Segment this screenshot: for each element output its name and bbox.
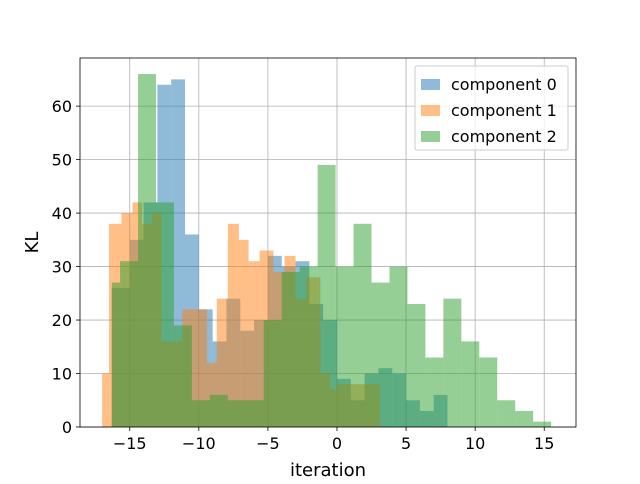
histogram-bar: [479, 357, 498, 427]
histogram-bar: [209, 394, 228, 427]
legend-swatch: [421, 131, 440, 142]
histogram-bar: [371, 282, 390, 427]
legend-swatch: [421, 105, 440, 116]
y-axis-label: KL: [22, 232, 43, 254]
histogram-bar: [111, 282, 121, 427]
histogram-bar: [443, 298, 462, 427]
histogram-bar: [227, 400, 246, 427]
series-2-bars: [111, 74, 552, 427]
histogram-bar: [263, 320, 282, 427]
histogram-bar: [216, 298, 228, 427]
legend-label: component 2: [451, 127, 557, 146]
histogram-bar: [102, 373, 110, 427]
x-tick-label: 0: [332, 434, 342, 453]
histogram-bar: [227, 223, 239, 427]
y-tick-label: 10: [52, 365, 72, 384]
histogram-bar: [138, 74, 156, 427]
histogram-bar: [173, 325, 192, 427]
histogram-bar: [497, 400, 516, 427]
histogram-bar: [238, 239, 249, 427]
histogram-bar: [198, 309, 208, 427]
histogram-bar: [155, 202, 174, 427]
x-tick-label: −10: [182, 434, 216, 453]
histogram-bar: [389, 266, 408, 427]
legend-box: [414, 65, 569, 151]
x-tick-label: 15: [534, 434, 554, 453]
histogram-bar: [245, 400, 264, 427]
y-tick-label: 60: [52, 97, 72, 116]
x-axis-label: iteration: [290, 460, 366, 480]
y-tick-label: 30: [52, 258, 72, 277]
legend: component 0 component 1 component 2: [414, 65, 569, 151]
x-tick-label: −15: [113, 434, 147, 453]
legend-swatch: [421, 79, 440, 90]
histogram-bar: [335, 266, 354, 427]
histogram-bars: [102, 74, 552, 428]
legend-label: component 1: [451, 101, 557, 120]
histogram-bar: [248, 261, 260, 427]
y-tick-label: 40: [52, 204, 72, 223]
histogram-bar: [120, 261, 139, 427]
histogram-bar: [281, 271, 300, 427]
histogram-bar: [207, 362, 217, 427]
histogram-bar: [515, 410, 534, 427]
histogram-bar: [461, 341, 480, 427]
y-tick-label: 0: [62, 418, 72, 437]
histogram-bar: [425, 357, 444, 427]
histogram-bar: [407, 304, 426, 427]
histogram-bar: [533, 421, 552, 427]
histogram-bar: [191, 400, 210, 427]
x-tick-label: 10: [465, 434, 485, 453]
histogram-bar: [353, 223, 372, 427]
legend-label: component 0: [451, 75, 557, 94]
y-tick-label: 20: [52, 311, 72, 330]
histogram-bar: [317, 164, 336, 427]
x-tick-label: −5: [256, 434, 280, 453]
x-tick-label: 5: [401, 434, 411, 453]
plot-frame: [79, 57, 577, 428]
histogram-bar: [299, 266, 318, 427]
x-axis-ticks: −15 −10 −5 0 5 10 15: [113, 427, 554, 453]
y-axis-ticks: 0 10 20 30 40 50 60: [52, 97, 80, 437]
y-tick-label: 50: [52, 151, 72, 170]
